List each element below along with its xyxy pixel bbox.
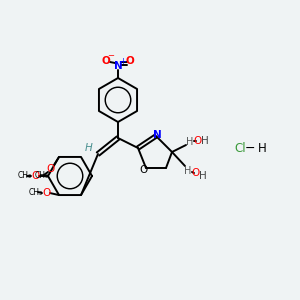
Text: −: − xyxy=(245,142,255,154)
Text: Cl: Cl xyxy=(234,142,246,154)
Text: H: H xyxy=(186,137,194,147)
Text: O: O xyxy=(126,56,134,66)
Text: H: H xyxy=(184,166,192,176)
Text: N: N xyxy=(153,130,161,140)
Text: −: − xyxy=(107,52,115,61)
Text: H: H xyxy=(199,171,207,181)
Text: H: H xyxy=(85,143,93,153)
Text: O: O xyxy=(31,171,39,181)
Text: CH₃: CH₃ xyxy=(29,188,43,196)
Text: CH₃: CH₃ xyxy=(18,172,32,181)
Text: O: O xyxy=(102,56,110,66)
Text: O: O xyxy=(139,165,147,175)
Text: H: H xyxy=(258,142,267,154)
Text: CH₃: CH₃ xyxy=(35,171,49,180)
Text: H: H xyxy=(201,136,209,146)
Text: O: O xyxy=(42,188,50,198)
Text: N: N xyxy=(114,61,122,71)
Text: O: O xyxy=(47,164,55,174)
Text: +: + xyxy=(120,56,126,65)
Text: O: O xyxy=(194,136,202,146)
Text: O: O xyxy=(192,168,200,178)
